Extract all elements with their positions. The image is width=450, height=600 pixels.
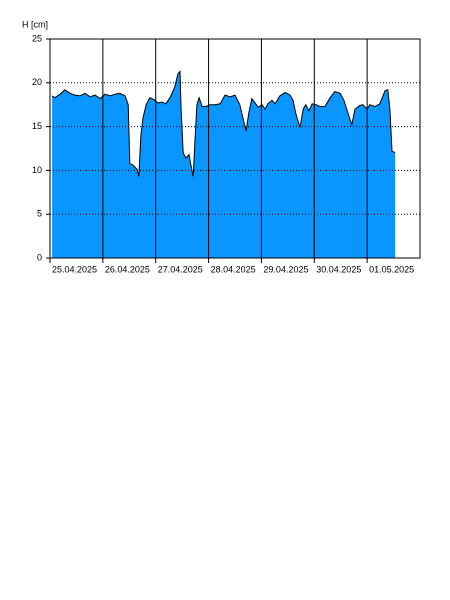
y-axis-label: H [cm] bbox=[22, 19, 48, 29]
x-tick-label: 28.04.2025 bbox=[211, 264, 256, 274]
x-tick-label: 30.04.2025 bbox=[316, 264, 361, 274]
x-tick-label: 25.04.2025 bbox=[52, 264, 97, 274]
y-tick-label: 15 bbox=[32, 121, 42, 131]
line bbox=[51, 70, 396, 177]
y-tick-label: 10 bbox=[32, 165, 42, 175]
area bbox=[52, 71, 396, 259]
x-tick-label: 26.04.2025 bbox=[105, 264, 150, 274]
y-tick-label: 5 bbox=[37, 209, 42, 219]
x-tick-label: 27.04.2025 bbox=[158, 264, 203, 274]
x-tick-label: 29.04.2025 bbox=[263, 264, 308, 274]
y-tick-label: 20 bbox=[32, 77, 42, 87]
x-tick-label: 01.05.2025 bbox=[369, 264, 414, 274]
y-tick-label: 25 bbox=[32, 33, 42, 43]
y-tick-label: 0 bbox=[37, 252, 42, 262]
plot-frame bbox=[49, 38, 421, 259]
